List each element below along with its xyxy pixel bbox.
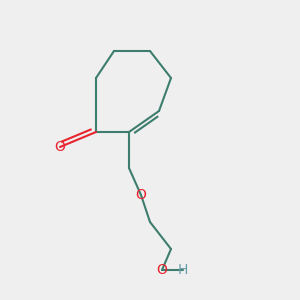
- Text: H: H: [178, 263, 188, 277]
- Text: O: O: [157, 263, 167, 277]
- Text: O: O: [136, 188, 146, 202]
- Text: O: O: [55, 140, 65, 154]
